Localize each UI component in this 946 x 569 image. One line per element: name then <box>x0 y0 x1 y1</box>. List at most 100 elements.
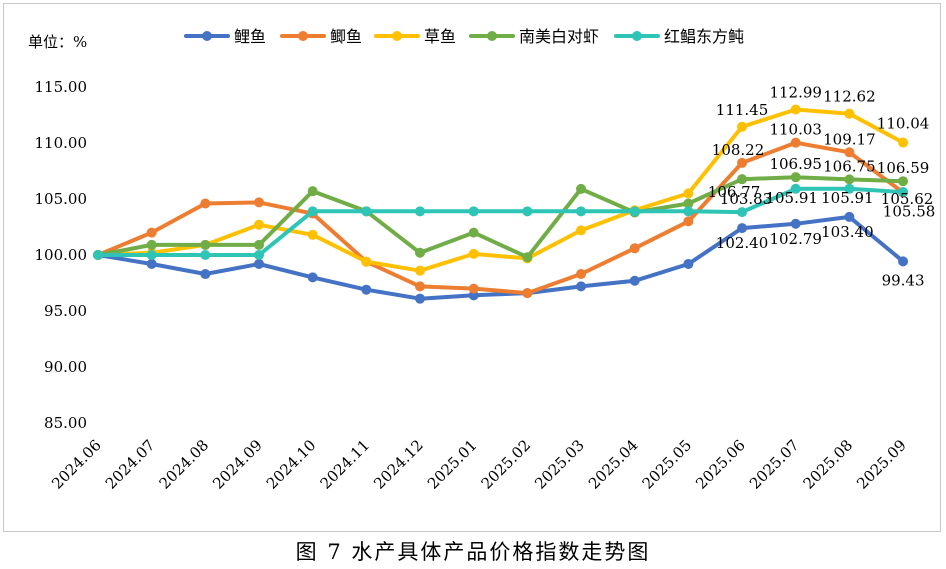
data-point <box>200 239 211 250</box>
legend-label: 鲫鱼 <box>330 27 362 46</box>
data-point <box>146 239 157 250</box>
data-point <box>468 248 479 259</box>
data-label: 109.17 <box>823 130 876 148</box>
legend-marker <box>487 31 497 41</box>
data-label: 105.91 <box>765 189 818 207</box>
x-tick-label: 2024.08 <box>156 436 213 493</box>
series-line <box>96 214 906 301</box>
figure-caption: 图 7 水产具体产品价格指数走势图 <box>295 540 651 564</box>
data-point <box>844 183 855 194</box>
data-point <box>361 284 372 295</box>
data-point <box>844 211 855 222</box>
y-tick-label: 115.00 <box>35 78 88 96</box>
data-point <box>790 172 801 183</box>
data-label: 103.83 <box>720 190 773 208</box>
data-point <box>468 206 479 217</box>
x-tick-label: 2025.08 <box>800 436 857 493</box>
legend: 鲤鱼 鲫鱼 草鱼 南美白对虾 红鲳东方鲀 <box>184 27 744 46</box>
y-axis-unit-label: 单位：% <box>28 33 87 51</box>
x-tick-label: 2024.07 <box>102 436 159 493</box>
x-tick-label: 2025.09 <box>853 436 910 493</box>
data-point <box>576 225 587 236</box>
data-point <box>790 137 801 148</box>
line-chart: 单位：% 鲤鱼 鲫鱼 草鱼 南美白对虾 红鲳东方鲀 85.00 90.00 95.00 100… <box>28 27 936 493</box>
data-point <box>576 206 587 217</box>
data-point <box>844 108 855 119</box>
data-point <box>200 198 211 209</box>
data-point <box>200 269 211 280</box>
data-point <box>737 174 748 185</box>
data-point <box>415 206 426 217</box>
data-point <box>146 250 157 260</box>
data-point <box>254 250 265 260</box>
series-line <box>96 107 906 273</box>
data-label: 103.40 <box>821 223 874 241</box>
legend-marker <box>298 31 308 41</box>
data-label: 106.59 <box>877 159 930 177</box>
legend-label: 草鱼 <box>424 27 456 46</box>
data-point <box>629 206 640 217</box>
data-point <box>307 229 318 240</box>
data-label: 112.99 <box>769 84 822 102</box>
data-point <box>361 206 372 217</box>
y-tick-label: 100.00 <box>35 246 88 264</box>
data-point <box>522 288 533 299</box>
data-point <box>361 256 372 267</box>
data-point <box>898 176 909 187</box>
data-point <box>576 281 587 292</box>
data-point <box>683 198 694 209</box>
x-tick-label: 2024.09 <box>209 436 266 493</box>
legend-marker <box>202 31 212 41</box>
data-point <box>790 218 801 229</box>
data-point <box>254 197 265 208</box>
chart-frame <box>3 3 941 532</box>
y-axis: 85.00 90.00 95.00 100.00 105.00 110.00 115.00 <box>35 78 88 432</box>
data-point <box>898 256 909 267</box>
legend-label: 南美白对虾 <box>519 27 599 46</box>
data-label: 105.58 <box>883 203 936 221</box>
data-point <box>737 157 748 168</box>
data-label: 102.40 <box>716 234 769 252</box>
data-point <box>307 186 318 197</box>
data-point <box>522 206 533 217</box>
legend-label: 红鲳东方鲀 <box>664 27 744 46</box>
data-point <box>683 258 694 269</box>
data-point <box>415 265 426 276</box>
data-point <box>307 272 318 283</box>
data-point <box>522 252 533 263</box>
y-tick-label: 95.00 <box>44 302 87 320</box>
x-tick-label: 2024.06 <box>48 436 105 493</box>
series-lines <box>93 104 909 304</box>
data-label: 112.62 <box>823 88 876 106</box>
data-point <box>844 147 855 158</box>
legend-marker <box>632 31 642 41</box>
data-label: 99.43 <box>882 271 925 289</box>
data-point <box>790 104 801 115</box>
x-tick-label: 2025.06 <box>692 436 749 493</box>
data-labels: 102.40 102.79 103.40 99.43 108.22110.03109.1… <box>708 84 936 290</box>
data-point <box>683 188 694 199</box>
data-point <box>629 243 640 254</box>
data-point <box>737 207 748 218</box>
data-point <box>146 258 157 269</box>
series-line <box>96 175 906 260</box>
data-label: 111.45 <box>716 101 769 119</box>
data-point <box>629 275 640 286</box>
data-point <box>576 269 587 280</box>
x-axis: 2024.062024.072024.082024.092024.102024.… <box>48 436 910 493</box>
data-point <box>898 137 909 148</box>
data-label: 102.79 <box>769 230 822 248</box>
data-point <box>200 250 211 260</box>
data-point <box>93 250 103 260</box>
data-point <box>415 247 426 258</box>
x-tick-label: 2025.02 <box>478 436 535 493</box>
data-label: 106.95 <box>769 155 822 173</box>
data-label: 110.04 <box>877 115 930 133</box>
data-point <box>683 206 694 217</box>
series-line <box>96 140 906 296</box>
series-line <box>96 186 906 257</box>
data-point <box>844 174 855 185</box>
x-tick-label: 2025.01 <box>424 436 481 493</box>
data-label: 110.03 <box>769 121 822 139</box>
data-point <box>468 283 479 294</box>
